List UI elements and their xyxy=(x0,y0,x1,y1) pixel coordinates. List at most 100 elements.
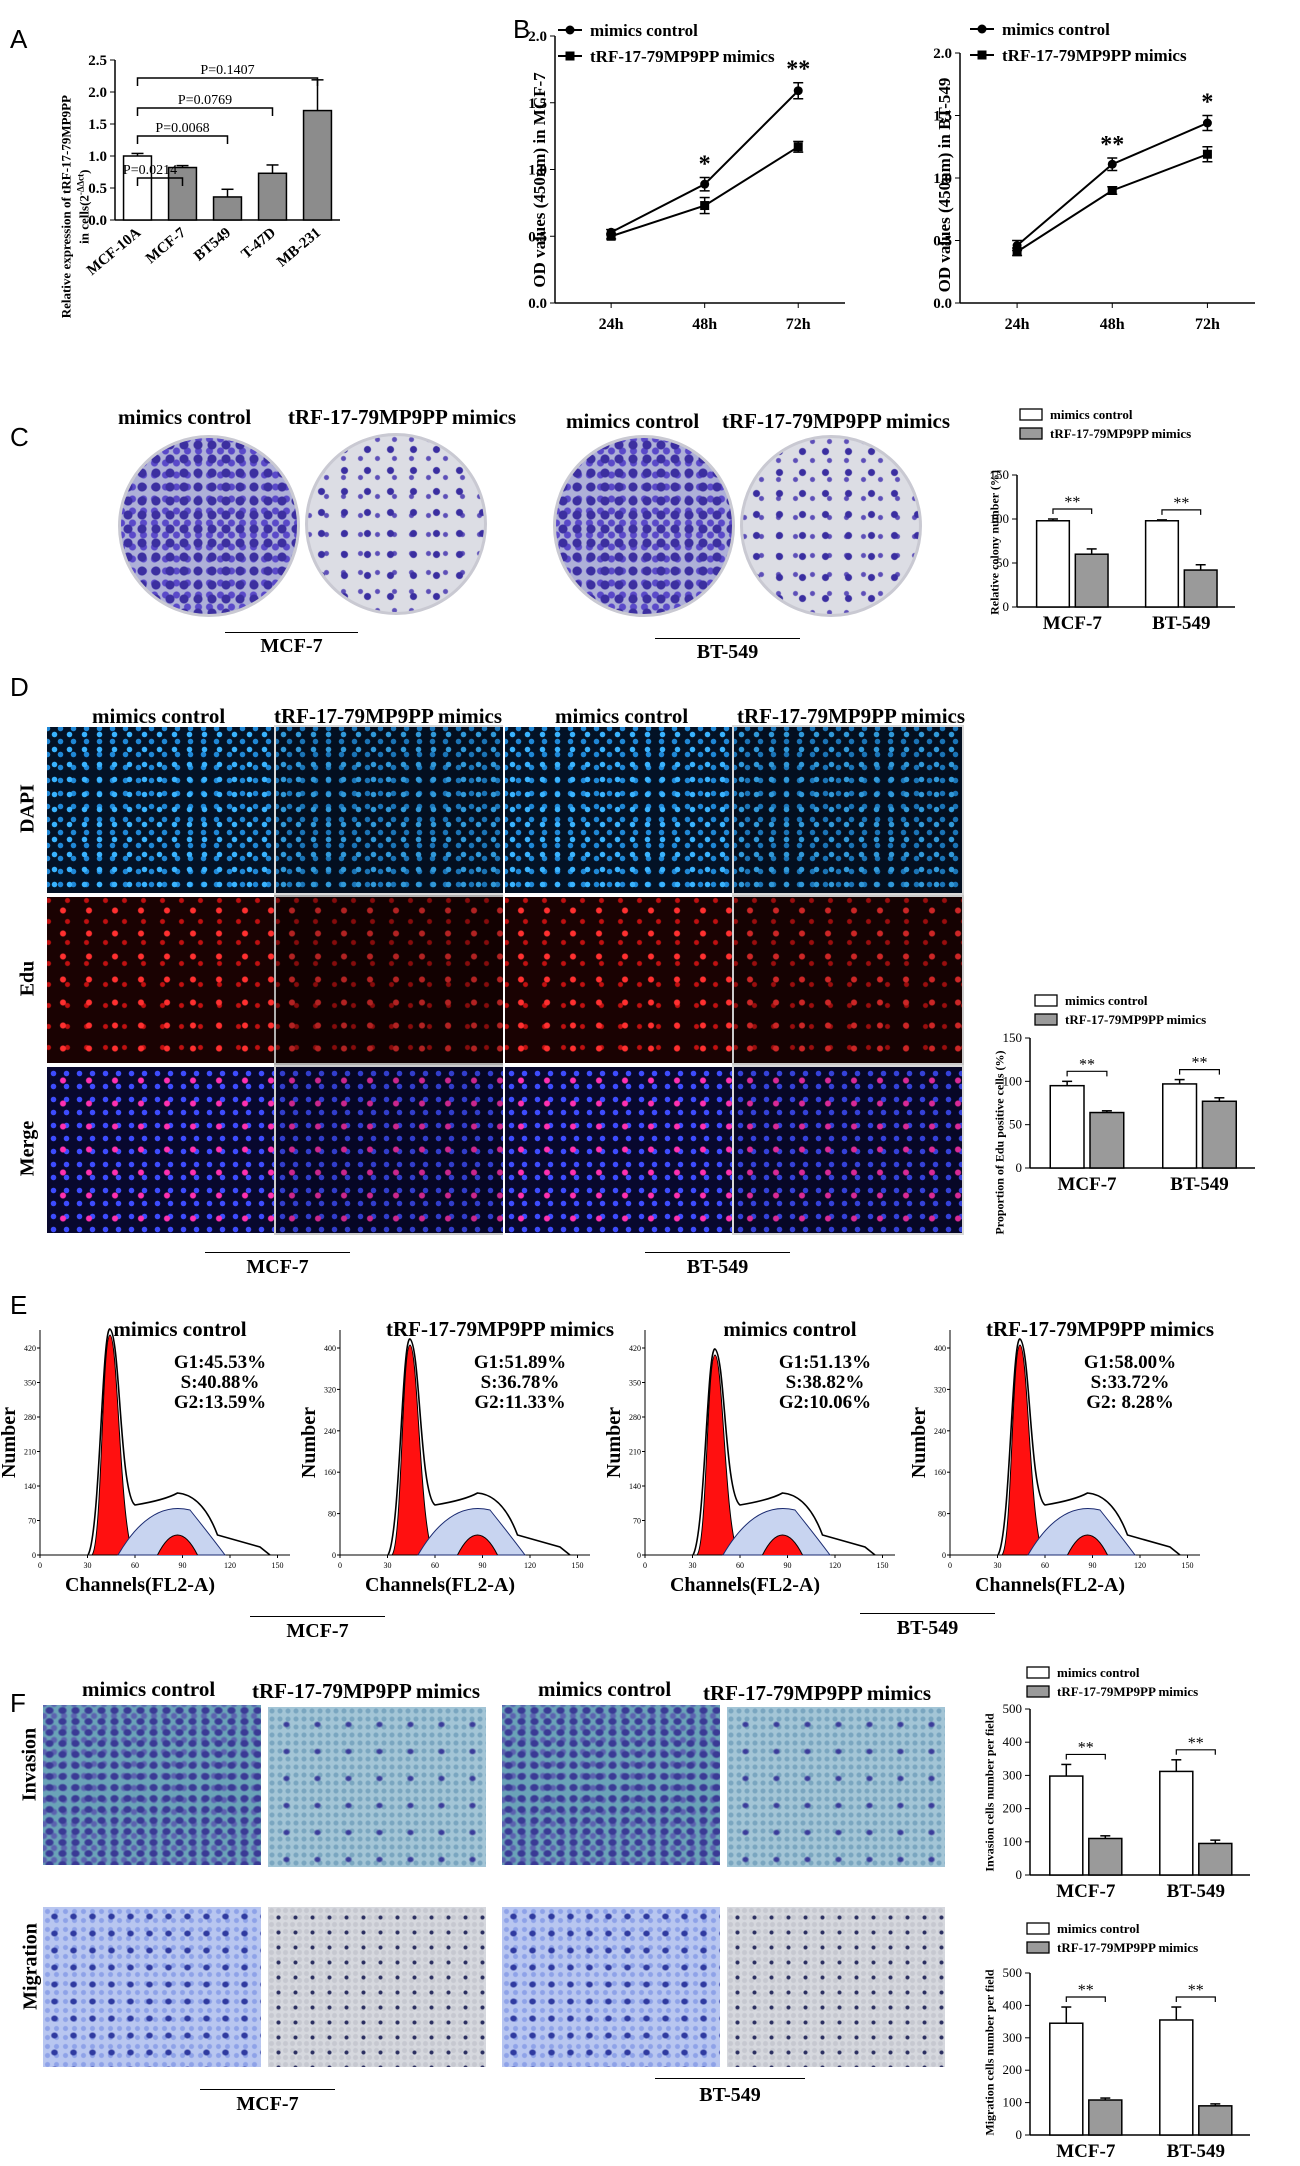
b-y-tick-label: 2.0 xyxy=(528,29,547,45)
gb-legend-swatch-control xyxy=(1019,408,1043,421)
c-bt549-control-plate xyxy=(553,435,735,617)
e-phase-stat: G2:10.06% xyxy=(779,1392,871,1413)
e-y-tick-label: 240 xyxy=(934,1427,946,1436)
gb-bar xyxy=(1088,1837,1123,1876)
a-y-tick-label: 2.5 xyxy=(88,53,107,69)
e-s-phase xyxy=(722,1508,832,1556)
d-col3-title: mimics control xyxy=(555,704,689,728)
d-mcf7-underline xyxy=(205,1252,350,1253)
gb-x-tick-label: MCF-7 xyxy=(1056,1881,1116,1902)
b-y-tick-label: 2.0 xyxy=(933,46,952,62)
e-x-tick-label: 90 xyxy=(784,1561,792,1570)
b-y-tick-label: 0.0 xyxy=(528,296,547,312)
gb-significance: ** xyxy=(1188,1982,1204,1999)
a-sig-bracket xyxy=(136,77,319,86)
gb-legend-control: mimics control xyxy=(1050,407,1133,422)
gb-bar xyxy=(1049,1775,1084,1876)
f-migration-mcf7-control-image xyxy=(43,1907,261,2067)
e-title: tRF-17-79MP9PP mimics xyxy=(386,1317,614,1341)
e-y-tick-label: 0 xyxy=(32,1551,36,1560)
b-legend-marker-mimics xyxy=(565,51,575,61)
gb-y-tick-label: 0 xyxy=(1016,2127,1023,2142)
gb-x-tick-label: MCF-7 xyxy=(1056,2141,1116,2162)
a-bar xyxy=(212,196,243,221)
panel-letter-c: C xyxy=(10,422,29,452)
panel-letter-e: E xyxy=(10,1290,28,1320)
d-edu-mcf7-control-image xyxy=(45,895,277,1065)
gb-legend-control: mimics control xyxy=(1065,993,1148,1008)
gb-bar xyxy=(1088,2099,1123,2136)
d-row-dapi-label: DAPI xyxy=(16,784,39,833)
panel-f-migration-bar-chart: 0 100 200 300 400 500 ** MCF-7 ** BT-549 mimics co… xyxy=(1003,1921,1250,2162)
b-significance: ** xyxy=(786,57,810,83)
d-merge-bt549-control-image xyxy=(503,1065,735,1235)
e-phase-stat: G2: 8.28% xyxy=(1086,1392,1174,1413)
b-y-tick-label: 0.5 xyxy=(528,229,547,245)
e-y-tick-label: 420 xyxy=(24,1344,36,1353)
e-g2-peak xyxy=(457,1534,498,1556)
c-bt549-label: BT-549 xyxy=(696,641,759,663)
gb-sig-bracket xyxy=(1179,1069,1220,1075)
gb-sig-bracket xyxy=(1175,1996,1216,2003)
f-row-invasion-label: Invasion xyxy=(18,1727,41,1802)
f-invasion-mcf7-control-image xyxy=(43,1705,261,1865)
b-legend-mimics: tRF-17-79MP9PP mimics xyxy=(590,47,775,66)
e-y-tick-label: 160 xyxy=(324,1468,336,1477)
b-point-mimics xyxy=(1012,247,1022,257)
b-point-mimics xyxy=(793,142,803,152)
panel-b-bt549: 0.0 0.5 1.0 1.5 2.0 24h 48h 72h ** * mimics contro… xyxy=(905,10,1295,350)
e-phase-stat: S:38.82% xyxy=(786,1372,865,1393)
b-y-tick-label: 1.0 xyxy=(528,163,547,179)
gb-legend-swatch-control xyxy=(1034,994,1058,1007)
c-mcf7-mimics-plate xyxy=(305,433,487,615)
e-phase-stat: G1:58.00% xyxy=(1084,1352,1176,1373)
gb-significance: ** xyxy=(1173,495,1189,512)
d-row-merge-label: Merge xyxy=(16,1120,39,1177)
e-phase-stat: S:33.72% xyxy=(1091,1372,1170,1393)
f-col4-title: tRF-17-79MP9PP mimics xyxy=(703,1681,932,1705)
a-x-tick-label: MCF-7 xyxy=(143,224,189,267)
gb-significance: ** xyxy=(1079,1056,1095,1073)
gb-sig-bracket xyxy=(1065,1996,1106,2003)
e-y-tick-label: 280 xyxy=(629,1413,641,1422)
a-sig-bracket xyxy=(136,177,184,186)
a-bar xyxy=(122,155,153,221)
c-bt549-underline xyxy=(655,638,800,639)
c-bt549-ctrl-title: mimics control xyxy=(566,409,700,433)
b-legend-control: mimics control xyxy=(590,21,698,40)
panel-e: mimics control 0 70 140 210 280 350 420 0 30 60 90 1… xyxy=(0,1300,1300,1650)
a-sig-bracket xyxy=(136,107,274,116)
gb-bar xyxy=(1159,1770,1194,1876)
f-migration-bt549-control-image xyxy=(502,1907,720,2067)
gb-legend-swatch-control xyxy=(1026,1666,1050,1679)
e-phase-stat: S:40.88% xyxy=(181,1372,260,1393)
e-x-tick-label: 30 xyxy=(689,1561,697,1570)
e-s-phase xyxy=(417,1508,527,1556)
a-x-tick-label: BT549 xyxy=(191,225,234,265)
panel-a-y-axis-label: Relative expression of tRF-17-79MP9PP in… xyxy=(58,95,92,319)
d-mcf7-label: MCF-7 xyxy=(246,1256,309,1278)
b-y-tick-label: 1.5 xyxy=(528,96,547,112)
gb-legend-swatch-mimics xyxy=(1019,427,1043,440)
f-migration-bt549-mimics-image xyxy=(727,1907,945,2067)
gb-bar xyxy=(1162,1083,1198,1169)
d-bt549-underline xyxy=(645,1252,790,1253)
e-phase-stat: G1:51.89% xyxy=(474,1352,566,1373)
gb-y-tick-label: 500 xyxy=(1003,1965,1023,1980)
b-point-control xyxy=(1107,159,1117,169)
e-y-tick-label: 70 xyxy=(633,1517,641,1526)
gb-bar xyxy=(1074,553,1109,608)
gb-legend-mimics: tRF-17-79MP9PP mimics xyxy=(1065,1012,1206,1027)
e-envelope xyxy=(387,1338,571,1556)
e-mcf7-label: MCF-7 xyxy=(286,1620,349,1642)
gb-legend-swatch-control xyxy=(1026,1922,1050,1935)
gb-legend-swatch-mimics xyxy=(1034,1013,1058,1026)
a-x-tick-label: MB-231 xyxy=(274,225,324,270)
e-y-tick-label: 140 xyxy=(24,1482,36,1491)
d-dapi-mcf7-mimics-image xyxy=(274,725,506,895)
gb-legend-control: mimics control xyxy=(1057,1921,1140,1936)
e-y-tick-label: 400 xyxy=(934,1344,946,1353)
gb-significance: ** xyxy=(1192,1055,1208,1072)
b-legend-marker-control xyxy=(977,24,987,34)
